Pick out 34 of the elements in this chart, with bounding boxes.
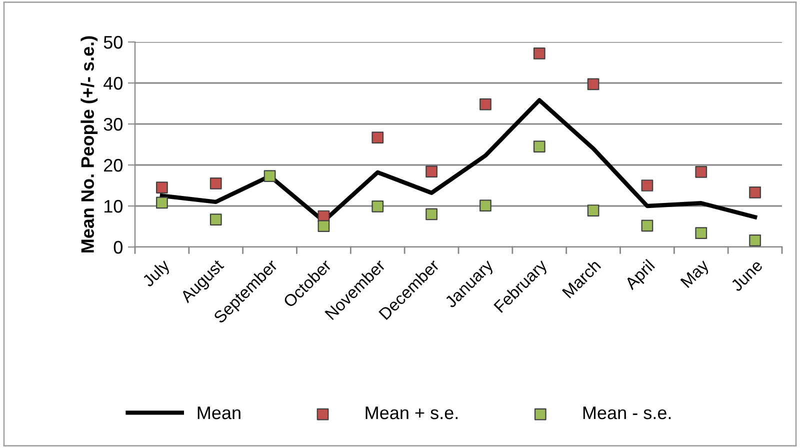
x-tick-label: July <box>141 258 173 290</box>
point <box>210 178 222 190</box>
point <box>426 166 438 178</box>
point <box>480 200 492 212</box>
point <box>695 227 708 239</box>
x-tick-label: May <box>680 258 712 290</box>
point <box>372 200 384 212</box>
point <box>587 204 600 216</box>
point <box>156 196 168 209</box>
point <box>156 182 168 194</box>
y-tick-label: 0 <box>114 240 122 254</box>
point <box>372 132 384 144</box>
point <box>587 78 600 90</box>
point <box>318 220 330 232</box>
legend-label: Mean + s.e. <box>366 406 458 420</box>
point <box>749 186 761 198</box>
point <box>480 98 492 110</box>
point <box>426 208 438 220</box>
point <box>695 166 708 178</box>
y-tick-label: 10 <box>104 200 122 213</box>
point <box>533 48 546 60</box>
legend-label: Mean - s.e. <box>583 406 671 420</box>
y-tick-label: 20 <box>104 158 122 172</box>
point <box>749 234 761 246</box>
point <box>533 140 546 152</box>
legend-label: Mean <box>198 406 240 420</box>
point <box>264 170 276 182</box>
y-axis-title: Mean No. People (+/- s.e.) <box>80 36 98 252</box>
y-tick-label: 50 <box>104 36 122 49</box>
y-tick-label: 30 <box>104 118 122 131</box>
point <box>210 214 222 226</box>
point <box>641 220 654 232</box>
point <box>641 180 654 192</box>
y-tick-label: 40 <box>104 76 122 90</box>
